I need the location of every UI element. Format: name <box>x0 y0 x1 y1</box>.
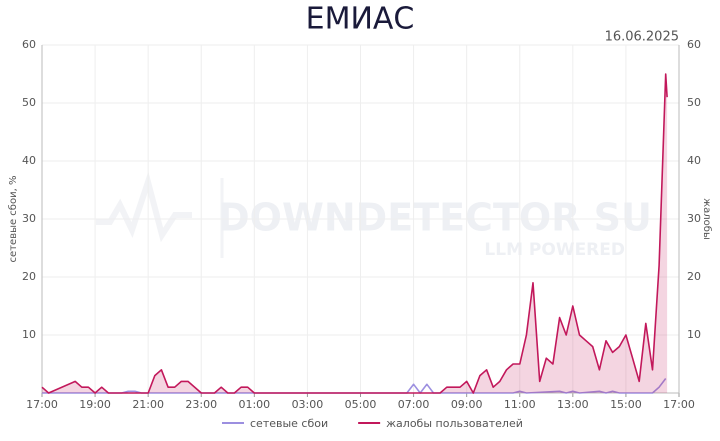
chart-title: ЕМИАС <box>306 2 415 37</box>
series-line <box>41 73 668 394</box>
y2-tick-label: 60 <box>687 38 701 51</box>
legend-label: жалобы пользователей <box>386 417 523 430</box>
y-tick-label: 60 <box>22 38 36 51</box>
x-tick-label: 01:00 <box>238 398 270 411</box>
y2-tick-label: 10 <box>687 328 701 341</box>
watermark-text: DOWNDETECTOR SU <box>218 196 652 240</box>
y-tick-label: 10 <box>22 328 36 341</box>
x-tick-label: 13:00 <box>557 398 589 411</box>
x-tick-label: 19:00 <box>79 398 111 411</box>
date: 16.06.2025 <box>605 30 679 45</box>
y2-axis-label: жалобы <box>701 198 712 240</box>
x-tick-label: 17:00 <box>663 398 695 411</box>
y2-tick-label: 40 <box>687 154 701 167</box>
y-tick-label: 30 <box>22 212 36 225</box>
x-tick-label: 23:00 <box>185 398 217 411</box>
x-tick-label: 17:00 <box>26 398 58 411</box>
y2-tick-label: 50 <box>687 96 701 109</box>
legend-label: сетевые сбои <box>250 417 328 430</box>
x-tick-label: 03:00 <box>292 398 324 411</box>
series-area <box>42 74 668 393</box>
x-tick-label: 21:00 <box>132 398 164 411</box>
y-tick-label: 20 <box>22 270 36 283</box>
y-axis-label: сетевые сбои, % <box>8 176 19 263</box>
x-tick-label: 07:00 <box>398 398 430 411</box>
x-tick-label: 09:00 <box>451 398 483 411</box>
x-tick-label: 11:00 <box>504 398 536 411</box>
y-tick-label: 50 <box>22 96 36 109</box>
watermark-subtext: LLM POWERED <box>484 240 625 260</box>
x-tick-label: 15:00 <box>610 398 642 411</box>
y-tick-label: 40 <box>22 154 36 167</box>
x-tick-label: 05:00 <box>345 398 377 411</box>
watermark-logo <box>96 171 224 258</box>
y2-tick-label: 30 <box>687 212 701 225</box>
y2-tick-label: 20 <box>687 270 701 283</box>
